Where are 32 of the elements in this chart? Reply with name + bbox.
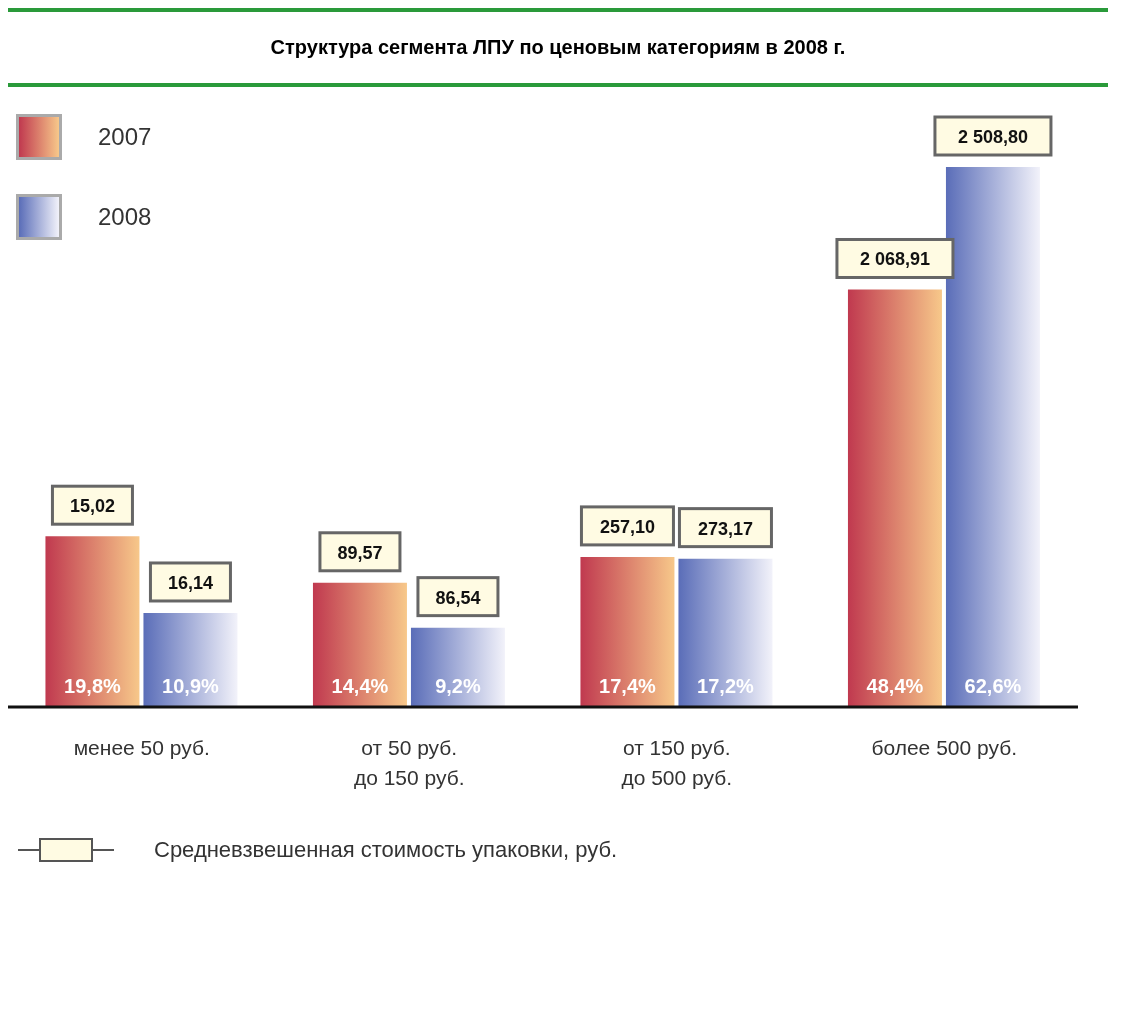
annotation: 86,54	[435, 587, 481, 608]
data-label: 19,8%	[64, 675, 122, 697]
legend-label: 2007	[98, 123, 152, 151]
bar	[410, 627, 505, 707]
bar	[580, 556, 675, 707]
text: 2 508,80	[957, 127, 1028, 147]
data-label: 17,2%	[697, 675, 755, 697]
annotation: 15,02	[69, 496, 115, 517]
bar	[312, 582, 407, 707]
data-label: 62,6%	[964, 675, 1022, 697]
x-tick-label: менее 50 руб.	[73, 736, 210, 759]
annotation: 257,10	[599, 516, 655, 537]
chart-title: Структура сегмента ЛПУ по ценовым категориям в 2008 г.	[8, 8, 1108, 87]
annotation: 16,14	[167, 572, 213, 593]
data-label: 14,4%	[331, 675, 389, 697]
data-label: 17,4%	[599, 675, 657, 697]
bar	[945, 167, 1040, 707]
data-label: 10,9%	[162, 675, 220, 697]
bar	[847, 289, 942, 707]
bar	[45, 536, 140, 707]
x-tick-label: от 150 руб. до 500 руб.	[621, 736, 733, 789]
x-tick-label: более 500 руб.	[871, 736, 1018, 759]
bar	[143, 612, 238, 707]
annotation: 273,17	[697, 518, 753, 539]
legend-label: 2008	[98, 203, 152, 231]
data-label: 9,2%	[435, 675, 481, 697]
x-tick-label: от 50 руб. до 150 руб.	[353, 736, 465, 789]
annotation: 89,57	[337, 542, 383, 563]
bar	[678, 558, 773, 707]
data-label: 48,4%	[866, 675, 924, 697]
annotation: 2 068,91	[859, 249, 930, 270]
text: Средневзвешенная стоимость упаковки, руб.	[154, 837, 618, 863]
